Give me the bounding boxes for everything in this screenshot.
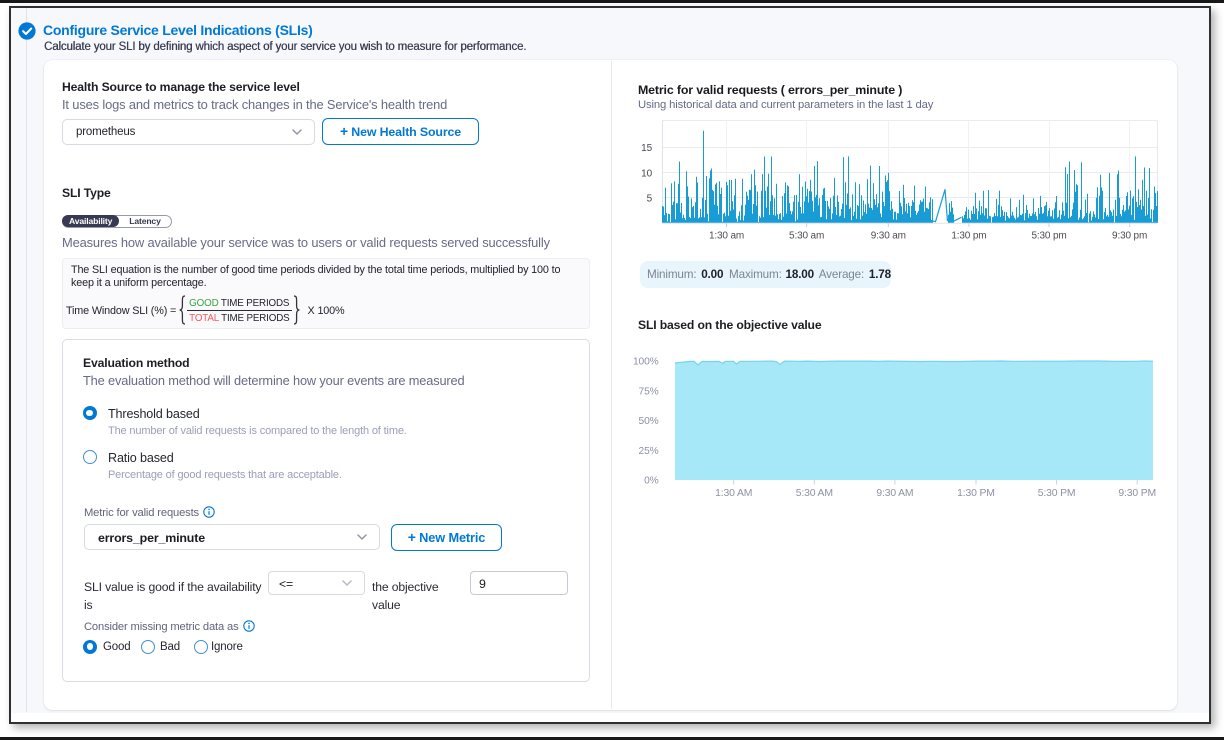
svg-text:5: 5 xyxy=(647,193,653,204)
svg-text:1:30 pm: 1:30 pm xyxy=(951,231,986,242)
svg-text:9:30 PM: 9:30 PM xyxy=(1118,488,1156,499)
svg-text:15: 15 xyxy=(641,143,652,154)
svg-text:5:30 PM: 5:30 PM xyxy=(1038,488,1076,499)
svg-text:1:30 am: 1:30 am xyxy=(709,231,744,242)
svg-text:9:30 am: 9:30 am xyxy=(871,231,906,242)
svg-text:1:30 PM: 1:30 PM xyxy=(957,488,995,499)
svg-text:100%: 100% xyxy=(633,357,659,368)
svg-text:9:30 pm: 9:30 pm xyxy=(1112,231,1147,242)
svg-text:9:30 AM: 9:30 AM xyxy=(876,488,913,499)
svg-text:50%: 50% xyxy=(639,416,659,427)
svg-text:5:30 pm: 5:30 pm xyxy=(1031,231,1066,242)
svg-text:10: 10 xyxy=(641,168,652,179)
svg-text:1:30 AM: 1:30 AM xyxy=(715,488,752,499)
svg-text:5:30 AM: 5:30 AM xyxy=(796,488,833,499)
svg-text:5:30 am: 5:30 am xyxy=(789,231,824,242)
svg-text:25%: 25% xyxy=(639,446,659,457)
svg-text:0%: 0% xyxy=(644,476,659,487)
svg-text:75%: 75% xyxy=(639,386,659,397)
